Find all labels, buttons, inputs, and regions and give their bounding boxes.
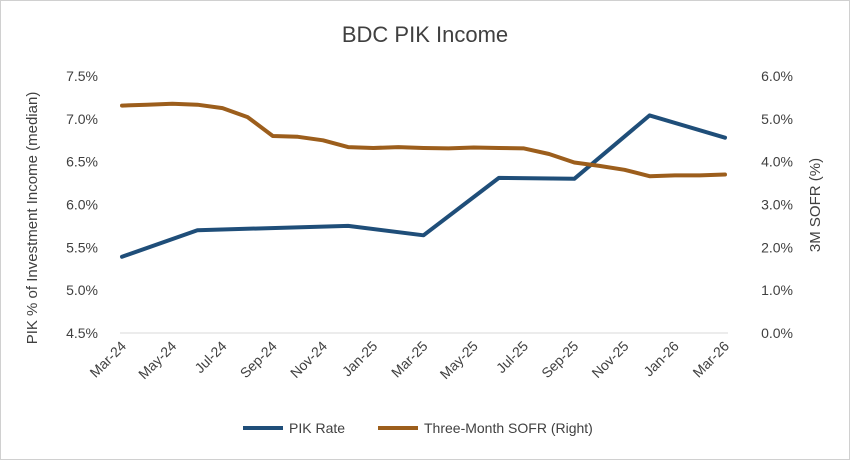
- left-tick-label: 7.5%: [66, 68, 98, 84]
- right-tick-label: 4.0%: [761, 154, 793, 170]
- x-axis-ticks: Mar-24 May-24 Jul-24 Sep-24 Nov-24 Jan-25 Mar-…: [86, 338, 732, 382]
- left-tick-label: 5.5%: [66, 239, 98, 255]
- left-tick-label: 6.0%: [66, 197, 98, 213]
- series-line-sofr: [120, 101, 727, 179]
- x-tick-label: Sep-24: [237, 338, 280, 381]
- x-tick-label: Nov-25: [588, 338, 631, 381]
- right-tick-label: 3.0%: [761, 197, 793, 213]
- x-tick-label: May-25: [437, 338, 481, 382]
- x-tick-label: Jul-24: [191, 338, 229, 376]
- right-tick-label: 2.0%: [761, 239, 793, 255]
- right-axis-ticks: 0.0% 1.0% 2.0% 3.0% 4.0% 5.0% 6.0%: [761, 68, 793, 341]
- series-line-pik-rate: [120, 113, 727, 259]
- left-tick-label: 7.0%: [66, 111, 98, 127]
- left-tick-label: 4.5%: [66, 325, 98, 341]
- left-axis-ticks: 4.5% 5.0% 5.5% 6.0% 6.5% 7.0% 7.5%: [66, 68, 98, 341]
- chart-title: BDC PIK Income: [342, 22, 508, 47]
- legend: PIK Rate Three-Month SOFR (Right): [243, 420, 593, 436]
- x-tick-label: Jan-25: [339, 338, 381, 380]
- legend-label-sofr: Three-Month SOFR (Right): [424, 420, 593, 436]
- x-tick-label: Mar-26: [689, 338, 732, 381]
- x-tick-label: Mar-25: [388, 338, 431, 381]
- right-axis-title: 3M SOFR (%): [807, 158, 824, 252]
- x-tick-label: Mar-24: [86, 338, 129, 381]
- x-tick-label: May-24: [135, 338, 179, 382]
- left-axis-title: PIK % of Investment Income (median): [24, 92, 41, 345]
- left-tick-label: 6.5%: [66, 154, 98, 170]
- left-tick-label: 5.0%: [66, 282, 98, 298]
- x-tick-label: Nov-24: [287, 338, 330, 381]
- right-tick-label: 5.0%: [761, 111, 793, 127]
- x-tick-label: Sep-25: [538, 338, 581, 381]
- right-tick-label: 1.0%: [761, 282, 793, 298]
- x-tick-label: Jan-26: [640, 338, 682, 380]
- right-tick-label: 6.0%: [761, 68, 793, 84]
- right-tick-label: 0.0%: [761, 325, 793, 341]
- legend-label-pik-rate: PIK Rate: [289, 420, 345, 436]
- x-tick-label: Jul-25: [493, 338, 531, 376]
- series-layer: [120, 101, 727, 259]
